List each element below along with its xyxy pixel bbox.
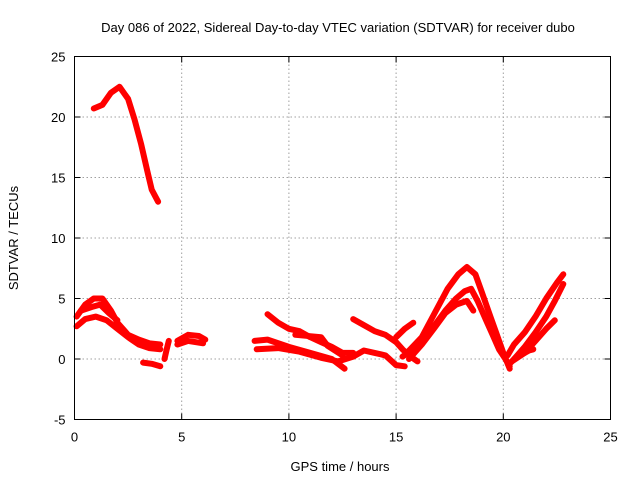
series-seg-mid bbox=[174, 331, 209, 344]
x-tick-label: 20 bbox=[496, 430, 510, 445]
x-tick-label: 15 bbox=[389, 430, 403, 445]
y-tick-label: 10 bbox=[51, 231, 65, 246]
x-tick-label: 25 bbox=[603, 430, 617, 445]
axis-ticks: 0 5 10 15 20 25 -5 0 5 10 15 20 25 bbox=[51, 50, 618, 445]
series-seg-b bbox=[253, 345, 408, 370]
series-seg-i bbox=[406, 297, 477, 362]
series-seg-rise bbox=[161, 337, 172, 362]
series-seg-dip bbox=[140, 359, 164, 370]
y-tick-label: 20 bbox=[51, 110, 65, 125]
y-tick-label: 25 bbox=[51, 50, 65, 65]
y-tick-label: 0 bbox=[58, 352, 65, 367]
y-tick-label: 5 bbox=[58, 292, 65, 307]
series-seg-m bbox=[521, 346, 537, 356]
chart-title: Day 086 of 2022, Sidereal Day-to-day VTE… bbox=[101, 20, 575, 35]
x-tick-label: 5 bbox=[178, 430, 185, 445]
data-series bbox=[73, 83, 567, 372]
series-seg-early-mid bbox=[77, 301, 121, 324]
series-seg-k bbox=[504, 271, 567, 359]
series-seg-mid2 bbox=[174, 337, 207, 348]
series-seg-high-peak bbox=[90, 83, 162, 205]
y-axis-label: SDTVAR / TECUs bbox=[6, 185, 21, 290]
series-seg-f bbox=[393, 319, 417, 341]
x-tick-label: 0 bbox=[71, 430, 78, 445]
series-seg-d bbox=[292, 331, 346, 359]
y-tick-label: 15 bbox=[51, 171, 65, 186]
series-seg-h bbox=[403, 264, 513, 372]
x-axis-label: GPS time / hours bbox=[291, 459, 390, 474]
series-seg-l bbox=[508, 317, 558, 365]
x-tick-label: 10 bbox=[282, 430, 296, 445]
y-tick-label: -5 bbox=[54, 413, 66, 428]
series-seg-early-lower bbox=[73, 313, 164, 353]
